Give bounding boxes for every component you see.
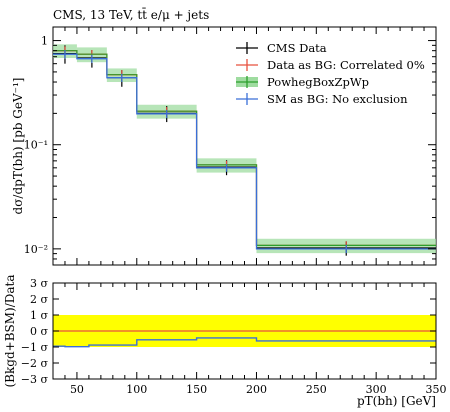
x-tick-label: 200 [246, 383, 267, 396]
legend-label: PowhegBoxZpWp [267, 75, 369, 89]
legend-label: SM as BG: No exclusion [267, 92, 408, 106]
x-tick-label: 250 [306, 383, 327, 396]
ratio-y-tick-label: −1 σ [21, 341, 49, 354]
main-x-ticks [64, 27, 425, 265]
x-axis-label: pT(bh) [GeV] [357, 394, 436, 408]
ratio-y-tick-label: 1 σ [30, 309, 48, 322]
x-tick-label: 350 [426, 383, 447, 396]
x-tick-label: 50 [70, 383, 84, 396]
y-tick-label: 1 [41, 35, 48, 48]
legend-label: Data as BG: Correlated 0% [267, 58, 425, 72]
ratio-sm-line [53, 337, 436, 348]
ratio-y-axis: 3 σ 2 σ 1 σ 0 σ −1 σ −2 σ −3 σ [21, 277, 436, 386]
ratio-y-axis-label: (Bkgd+BSM)/Data [3, 275, 17, 388]
y-tick-label: 10⁻¹ [24, 139, 48, 152]
ratio-y-tick-label: 3 σ [30, 277, 48, 290]
series-line-3 [53, 53, 436, 250]
chart-title: CMS, 13 TeV, tt̄ e/μ + jets [53, 6, 209, 22]
x-tick-label: 300 [366, 383, 387, 396]
ratio-y-tick-label: 2 σ [30, 293, 48, 306]
main-series [53, 45, 436, 256]
legend-label: CMS Data [267, 41, 327, 55]
main-panel: 1 10⁻¹ 10⁻² dσ/dpT(bh) [pb GeV⁻¹] [11, 26, 437, 266]
ratio-y-tick-label: −2 σ [21, 357, 49, 370]
powheg-band [53, 44, 436, 254]
legend: CMS Data Data as BG: Correlated 0% PowhegB… [236, 41, 425, 106]
x-tick-label: 150 [186, 383, 207, 396]
y-axis-label: dσ/dpT(bh) [pb GeV⁻¹] [11, 78, 25, 215]
x-tick-label: 100 [126, 383, 147, 396]
ratio-panel: 3 σ2 σ1 σ0 σ−1 σ−2 σ−3 σ 50 100 150 200 250 3… [3, 275, 447, 409]
y-tick-label: 10⁻² [24, 243, 48, 256]
ratio-x-axis: 50 100 150 200 250 300 350 [64, 283, 447, 396]
ratio-y-tick-label: 0 σ [30, 325, 48, 338]
main-y-axis: 1 10⁻¹ 10⁻² [24, 35, 436, 266]
ratio-y-tick-label: −3 σ [21, 373, 49, 386]
